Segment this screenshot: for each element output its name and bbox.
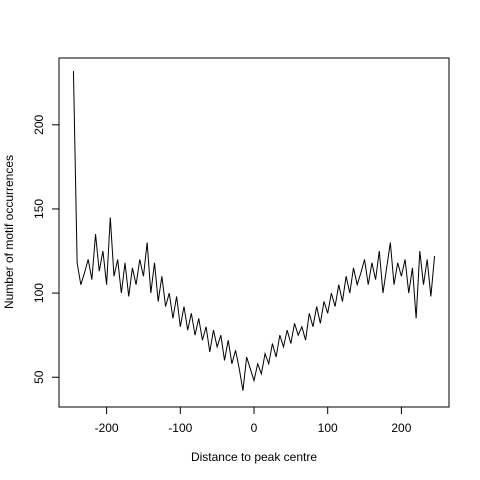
y-tick-label: 100 (32, 283, 46, 303)
y-tick-label: 200 (32, 114, 46, 134)
x-tick-label: 200 (391, 421, 411, 435)
y-axis-label: Number of motif occurrences (2, 155, 16, 309)
data-line (72, 70, 436, 391)
x-tick-label: -100 (168, 421, 192, 435)
x-axis-label: Distance to peak centre (191, 450, 317, 464)
plot-frame (58, 57, 450, 408)
y-tick-label: 50 (32, 370, 46, 384)
x-tick-label: -200 (95, 421, 119, 435)
x-tick-label: 100 (318, 421, 338, 435)
y-tick-label: 150 (32, 199, 46, 219)
x-tick-label: 0 (251, 421, 258, 435)
